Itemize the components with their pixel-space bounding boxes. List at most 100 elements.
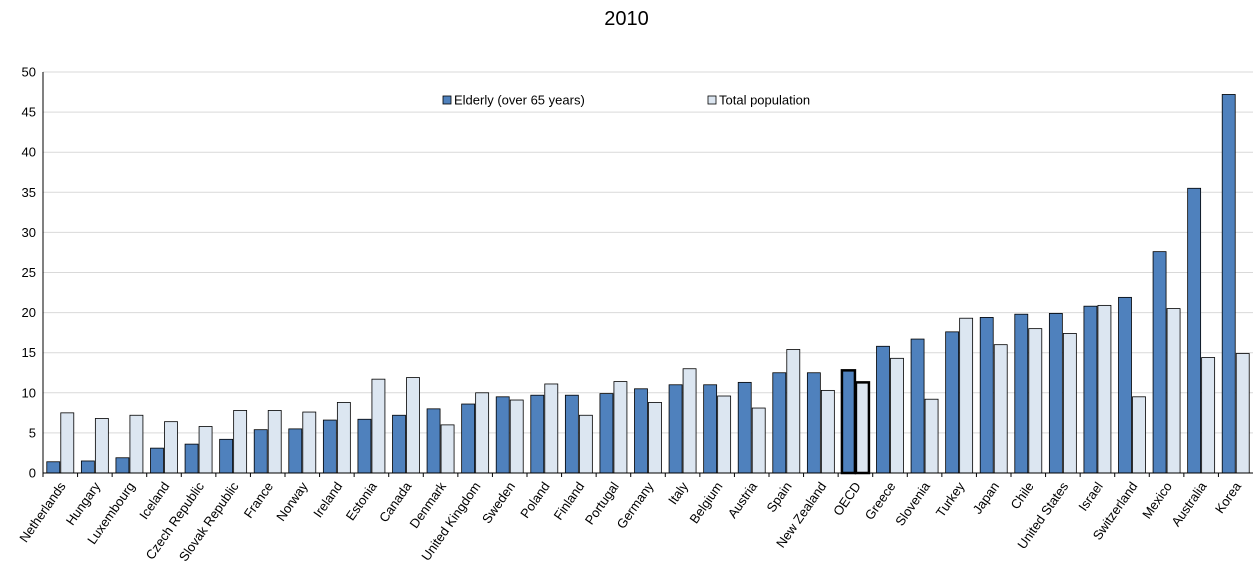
bar-elderly-mexico: [1152, 251, 1167, 474]
y-tick-label: 10: [22, 385, 36, 400]
bar-elderly-japan: [979, 317, 994, 474]
x-axis-category-labels: NetherlandsHungaryLuxembourgIcelandCzech…: [16, 478, 1244, 564]
bar-total-luxembourg: [129, 414, 144, 474]
y-axis-tick-labels: 0 5 10 15 20 25 30 35 40 45 50: [22, 65, 36, 481]
axes: [42, 72, 1253, 477]
bar-total-hungary: [94, 418, 109, 474]
bar-total-france: [267, 410, 282, 474]
bar-total-australia: [1201, 357, 1216, 474]
bar-total-greece: [890, 357, 904, 474]
bar-elderly-czech-republic: [184, 443, 199, 474]
y-tick-label: 30: [22, 225, 36, 240]
bar-elderly-slovenia: [910, 338, 925, 474]
bar-total-korea: [1235, 353, 1250, 474]
x-category-label: Israel: [1075, 479, 1106, 514]
bar-elderly-united-states: [1048, 313, 1063, 474]
bar-total-mexico: [1166, 308, 1181, 474]
bar-elderly-finland: [564, 394, 579, 474]
x-category-label: Estonia: [343, 478, 381, 523]
x-category-label: Netherlands: [16, 479, 69, 545]
x-category-label: Poland: [517, 479, 553, 521]
x-category-label: OECD: [830, 479, 864, 518]
x-category-label: Chile: [1007, 479, 1036, 512]
bar-total-spain: [786, 349, 801, 474]
bar-total-ireland: [336, 402, 351, 474]
legend-swatch: [707, 95, 717, 105]
bar-elderly-greece: [876, 345, 890, 474]
bar-total-iceland: [164, 421, 178, 474]
bar-elderly-norway: [288, 428, 303, 474]
bar-total-sweden: [509, 399, 524, 474]
bar-elderly-france: [253, 429, 268, 474]
x-category-label: Korea: [1212, 478, 1245, 516]
x-category-label: Japan: [970, 479, 1003, 517]
x-category-label: France: [241, 479, 276, 521]
bar-total-new-zealand: [820, 389, 835, 474]
bar-elderly-australia: [1187, 187, 1202, 474]
bar-total-israel: [1097, 304, 1112, 474]
bar-elderly-portugal: [599, 393, 614, 474]
y-tick-label: 20: [22, 305, 36, 320]
y-tick-label: 45: [22, 105, 36, 120]
bar-elderly-new-zealand: [806, 372, 821, 474]
bar-total-slovak-republic: [233, 410, 248, 474]
chart-title: 2010: [604, 8, 649, 30]
legend: Elderly (over 65 years) Total population: [442, 93, 810, 108]
legend-swatch: [442, 95, 452, 105]
bar-total-switzerland: [1132, 396, 1146, 474]
bar-elderly-israel: [1083, 305, 1098, 474]
bar-total-italy: [682, 368, 697, 474]
bar-elderly-luxembourg: [115, 457, 130, 474]
bar-total-slovenia: [924, 398, 939, 474]
bar-elderly-poland: [530, 394, 545, 474]
x-category-label: Belgium: [686, 479, 725, 526]
bar-elderly-switzerland: [1118, 296, 1132, 474]
bar-total-chile: [1028, 328, 1043, 474]
x-category-label: Turkey: [933, 479, 968, 520]
bar-elderly-austria: [737, 381, 752, 474]
legend-label: Total population: [719, 93, 810, 108]
bar-elderly-hungary: [80, 460, 95, 474]
bar-elderly-canada: [392, 414, 406, 474]
bar-total-austria: [751, 407, 766, 474]
legend-label: Elderly (over 65 years): [454, 93, 585, 108]
x-category-label: Iceland: [136, 479, 172, 522]
bar-elderly-chile: [1014, 313, 1029, 474]
bar-elderly-germany: [634, 388, 648, 474]
y-tick-label: 40: [22, 145, 36, 160]
bar-elderly-denmark: [426, 408, 441, 474]
bar-total-norway: [302, 411, 317, 474]
bar-total-japan: [993, 344, 1008, 474]
y-tick-label: 50: [22, 65, 36, 80]
bar-elderly-turkey: [945, 331, 960, 474]
bar-elderly-iceland: [150, 447, 164, 474]
bar-total-netherlands: [60, 412, 75, 474]
bar-elderly-estonia: [357, 418, 372, 474]
bar-elderly-slovak-republic: [219, 438, 234, 474]
x-category-label: Spain: [763, 479, 794, 515]
bar-total-portugal: [613, 381, 628, 474]
bar-total-turkey: [959, 317, 974, 474]
bar-total-oecd: [854, 381, 871, 475]
bar-elderly-belgium: [703, 384, 718, 474]
bar-total-denmark: [440, 424, 455, 474]
bar-total-estonia: [371, 378, 386, 474]
bar-elderly-sweden: [495, 396, 510, 474]
x-category-label: Mexico: [1139, 479, 1175, 521]
bar-total-belgium: [717, 395, 732, 474]
bar-total-finland: [578, 414, 593, 474]
bar-total-germany: [648, 402, 662, 474]
bar-total-canada: [406, 377, 420, 474]
bar-elderly-ireland: [322, 419, 337, 474]
bar-total-poland: [544, 383, 559, 474]
bar-elderly-oecd: [840, 369, 857, 475]
x-category-label: Ireland: [310, 479, 345, 520]
y-tick-label: 5: [29, 425, 36, 440]
bar-total-czech-republic: [198, 426, 213, 474]
x-category-label: Finland: [551, 479, 588, 523]
x-category-label: Sweden: [479, 479, 518, 526]
x-category-label: Australia: [1168, 478, 1210, 529]
y-tick-label: 25: [22, 265, 36, 280]
y-tick-label: 0: [29, 466, 36, 481]
y-tick-label: 15: [22, 345, 36, 360]
